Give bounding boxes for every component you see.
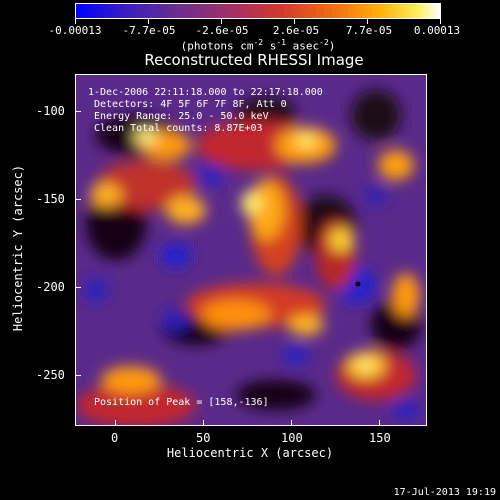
y-tick-label: -250	[36, 368, 65, 382]
colorbar-tick-label: -2.6e-05	[195, 24, 249, 37]
colorbar-tick-label: 2.6e-05	[272, 24, 320, 37]
colorbar-tick-label: 7.7e-05	[345, 24, 393, 37]
x-tick-label: 100	[281, 431, 303, 445]
colorbar-tick-label: 0.00013	[413, 24, 461, 37]
info-time-range: 1-Dec-2006 22:11:18.000 to 22:17:18.000	[88, 87, 323, 98]
colorbar-tick-label: -0.00013	[48, 24, 102, 37]
info-peak-position: Position of Peak = [158,-136]	[94, 397, 269, 408]
y-tick-label: -200	[36, 280, 65, 294]
y-tick-label: -100	[36, 104, 65, 118]
footer-timestamp: 17-Jul-2013 19:19	[393, 487, 496, 498]
heatmap-image	[76, 75, 426, 425]
x-tick-label: 150	[369, 431, 391, 445]
x-tick-label: 0	[111, 431, 119, 445]
image-title: Reconstructed RHESSI Image	[144, 51, 364, 69]
info-algorithm: Clean Total counts: 8.87E+03	[94, 123, 263, 134]
info-detectors: Detectors: 4F 5F 6F 7F 8F, Att 0	[94, 99, 287, 110]
y-axis-title: Heliocentric Y (arcsec)	[11, 164, 25, 332]
rhessi-image: 1-Dec-2006 22:11:18.000 to 22:17:18.000 …	[75, 74, 427, 426]
colorbar-tick-label: -7.7e-05	[122, 24, 176, 37]
colorbar-units: (photons cm-2 s-1 asec-2)	[180, 38, 336, 53]
x-axis-title: Heliocentric X (arcsec)	[166, 446, 334, 460]
info-energy-range: Energy Range: 25.0 - 50.0 keV	[94, 111, 269, 122]
x-tick-label: 50	[196, 431, 211, 445]
colorbar-ticks	[75, 19, 441, 25]
colorbar	[75, 3, 441, 19]
y-tick-label: -150	[36, 192, 65, 206]
